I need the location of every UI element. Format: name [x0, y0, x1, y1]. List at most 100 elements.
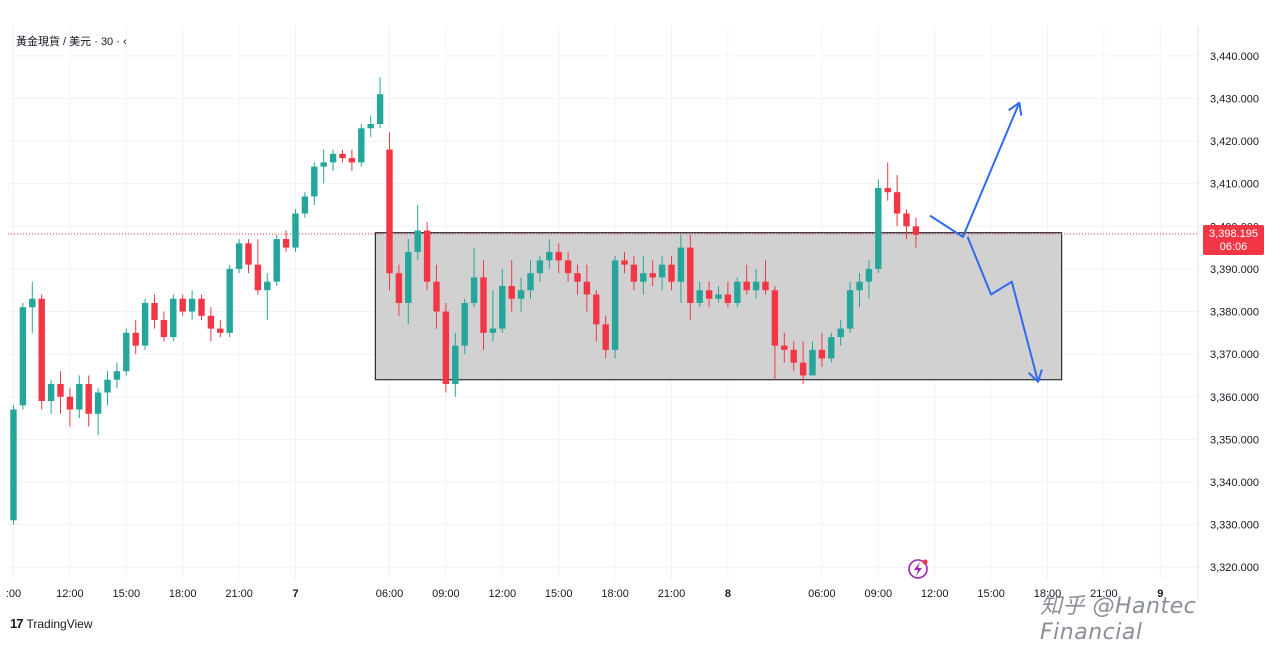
candle-body — [188, 298, 196, 312]
candle-up — [170, 294, 177, 342]
candle-body — [433, 281, 440, 312]
candle-body — [10, 409, 17, 521]
candle-down — [480, 260, 487, 350]
lightning-icon-ring — [908, 559, 928, 579]
candle-up — [292, 209, 299, 252]
price-badge-countdown: 06:06 — [1220, 241, 1248, 253]
candle-up — [76, 375, 83, 419]
x-tick-label: 18:00 — [601, 588, 629, 600]
x-tick-label: 12:00 — [56, 588, 84, 600]
candle-body — [301, 196, 309, 214]
candle-up — [188, 290, 196, 321]
y-tick-label: 3,340.000 — [1210, 477, 1259, 489]
candle-up — [104, 371, 111, 406]
y-tick-label: 3,420.000 — [1210, 136, 1259, 148]
candle-down — [66, 388, 74, 427]
candle-body — [799, 362, 807, 376]
candle-body — [113, 371, 121, 380]
candle-up — [19, 303, 27, 410]
candle-down — [818, 332, 826, 367]
candle-body — [395, 273, 403, 303]
x-tick-label: 21:00 — [225, 588, 253, 600]
candle-body — [94, 392, 102, 414]
candle-body — [640, 273, 647, 282]
candle-down — [564, 251, 572, 282]
candle-down — [903, 209, 910, 240]
x-tick-label: 21:00 — [1090, 588, 1118, 600]
candle-body — [320, 162, 327, 167]
symbol-title[interactable]: 黃金現貨 / 美元 · 30 · ‹ — [16, 36, 127, 48]
candle-body — [489, 328, 497, 333]
candle-body — [329, 153, 337, 163]
x-tick-label: 15:00 — [977, 588, 1005, 600]
candle-body — [903, 213, 910, 227]
candle-up — [752, 268, 760, 299]
candle-down — [508, 260, 515, 312]
tradingview-logo[interactable]: 17 TradingView — [10, 616, 93, 631]
candle-up — [865, 260, 873, 299]
candle-body — [630, 264, 638, 282]
candle-up — [94, 388, 102, 436]
watermark: 知乎 @Hantec Financial — [1040, 594, 1197, 645]
candle-down — [790, 341, 797, 372]
candle-body — [696, 290, 703, 303]
candle-body — [715, 294, 722, 299]
candle-up — [452, 332, 459, 397]
candle-body — [687, 247, 694, 303]
price-badge-value: 3,398.195 — [1209, 228, 1258, 240]
x-tick-label: 12:00 — [921, 588, 949, 600]
candle-down — [555, 243, 562, 274]
candle-body — [828, 337, 835, 359]
candle-body — [339, 153, 346, 159]
candle-up — [715, 285, 722, 303]
x-tick-label: 18:00 — [169, 588, 197, 600]
candle-body — [461, 303, 468, 346]
candle-body — [311, 166, 318, 197]
candle-up — [358, 124, 365, 167]
time-axis[interactable]: :00 12:00 15:00 18:00 21:00 7 06:00 09:00 12:00 1… — [6, 588, 1164, 600]
range-box — [374, 232, 1063, 381]
candle-down — [386, 132, 393, 291]
candle-body — [574, 273, 581, 282]
candle-body — [386, 149, 393, 274]
candle-body — [414, 230, 421, 252]
x-tick-label: 9 — [1157, 588, 1163, 600]
candle-up — [264, 273, 271, 321]
candle-body — [292, 213, 299, 248]
candle-body — [198, 298, 205, 316]
candle-down — [339, 149, 346, 163]
candle-down — [687, 234, 694, 321]
price-axis[interactable]: 3,440.0003,430.0003,420.0003,410.0003,40… — [1210, 51, 1259, 574]
candle-body — [348, 158, 356, 163]
candle-up — [301, 192, 309, 218]
x-tick-label: 06:00 — [808, 588, 836, 600]
candle-body — [846, 290, 854, 329]
candle-down — [245, 239, 252, 274]
candle-body — [555, 251, 562, 261]
candle-body — [452, 345, 459, 384]
candle-body — [593, 294, 600, 325]
candle-body — [66, 396, 74, 410]
candle-body — [893, 192, 901, 214]
candle-body — [367, 124, 374, 129]
candle-down — [207, 307, 215, 342]
candle-body — [517, 290, 525, 299]
candle-down — [893, 175, 901, 227]
candle-up — [235, 239, 243, 274]
candle-up — [517, 277, 525, 312]
candle-body — [677, 247, 685, 282]
candle-down — [217, 320, 224, 338]
candle-body — [132, 332, 139, 346]
candle-body — [470, 277, 478, 303]
x-tick-label: 18:00 — [1034, 588, 1062, 600]
candle-down — [912, 217, 920, 248]
lightning-icon[interactable] — [908, 559, 928, 579]
y-tick-label: 3,330.000 — [1210, 520, 1259, 532]
projection-arrow-down — [966, 236, 1040, 383]
candle-up — [696, 281, 703, 308]
x-tick-label: 06:00 — [376, 588, 404, 600]
candle-body — [875, 187, 882, 269]
candle-up — [226, 264, 233, 338]
